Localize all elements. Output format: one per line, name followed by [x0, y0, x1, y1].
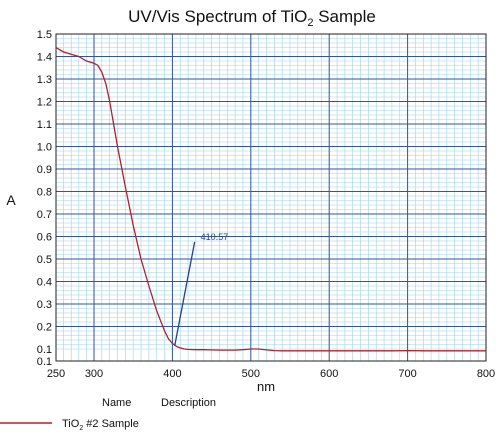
y-tick-label: 1.3	[37, 74, 52, 86]
x-tick-label: 700	[398, 368, 416, 380]
plot-frame	[55, 33, 487, 362]
y-tick-label: 0.5	[37, 254, 52, 266]
y-tick-label: 1.5	[37, 29, 52, 41]
x-tick-label: 300	[85, 368, 103, 380]
y-tick-label: 0.6	[37, 232, 52, 244]
legend-series-name-tail: #2 Sample	[83, 418, 139, 430]
y-tick-label: 1.2	[37, 97, 52, 109]
y-axis-tick-labels: 0.10.1 0.2 0.3 0.4 0.5 0.6 0.7 0.8 0.9 1.0 1.1 1.2 1…	[37, 29, 52, 368]
series-layer	[55, 46, 486, 352]
chart-title-main: UV/Vis Spectrum of TiO	[128, 7, 307, 26]
chart-title-subscript: 2	[307, 17, 313, 29]
x-tick-label: 800	[477, 368, 495, 380]
y-axis-label: A	[6, 192, 16, 208]
y-tick-label: 0.4	[37, 277, 52, 289]
legend-series-label: TiO2 #2 Sample	[62, 418, 139, 432]
x-tick-label: 500	[242, 368, 260, 380]
y-tick-label: 0.9	[37, 164, 52, 176]
y-tick-label: 1.4	[37, 52, 52, 64]
minor-grid	[56, 33, 487, 362]
chart-title-tail: Sample	[313, 7, 375, 26]
x-axis-tick-labels: 250 300 400 500 600 700 800	[47, 368, 495, 380]
legend-series-name-subscript: 2	[79, 425, 83, 432]
legend-series-name-main: TiO	[62, 418, 80, 430]
annotation-label: 410.57	[201, 232, 229, 242]
x-tick-label: 250	[47, 368, 65, 380]
annotation-layer: 410.57	[174, 232, 229, 346]
x-axis-label: nm	[257, 379, 275, 394]
legend-header-name: Name	[102, 397, 131, 409]
x-tick-label: 400	[163, 368, 181, 380]
y-tick-label: 0.1	[37, 344, 52, 356]
annotation-leader-line	[174, 241, 196, 346]
legend-header-description: Description	[161, 397, 216, 409]
series-line	[55, 46, 486, 352]
y-tick-label: 0.3	[37, 299, 52, 311]
major-grid	[55, 33, 487, 362]
y-tick-label: 0.8	[37, 187, 52, 199]
x-tick-label: 600	[320, 368, 338, 380]
y-tick-label: 0.7	[37, 209, 52, 221]
y-tick-label: 1.1	[37, 119, 52, 131]
legend: Name Description TiO2 #2 Sample	[0, 397, 216, 432]
chart-title: UV/Vis Spectrum of TiO2 Sample	[128, 7, 376, 29]
y-tick-label: 0.2	[37, 322, 52, 334]
y-tick-label: 1.0	[37, 142, 52, 154]
y-tick-label: 0.1	[37, 356, 52, 368]
